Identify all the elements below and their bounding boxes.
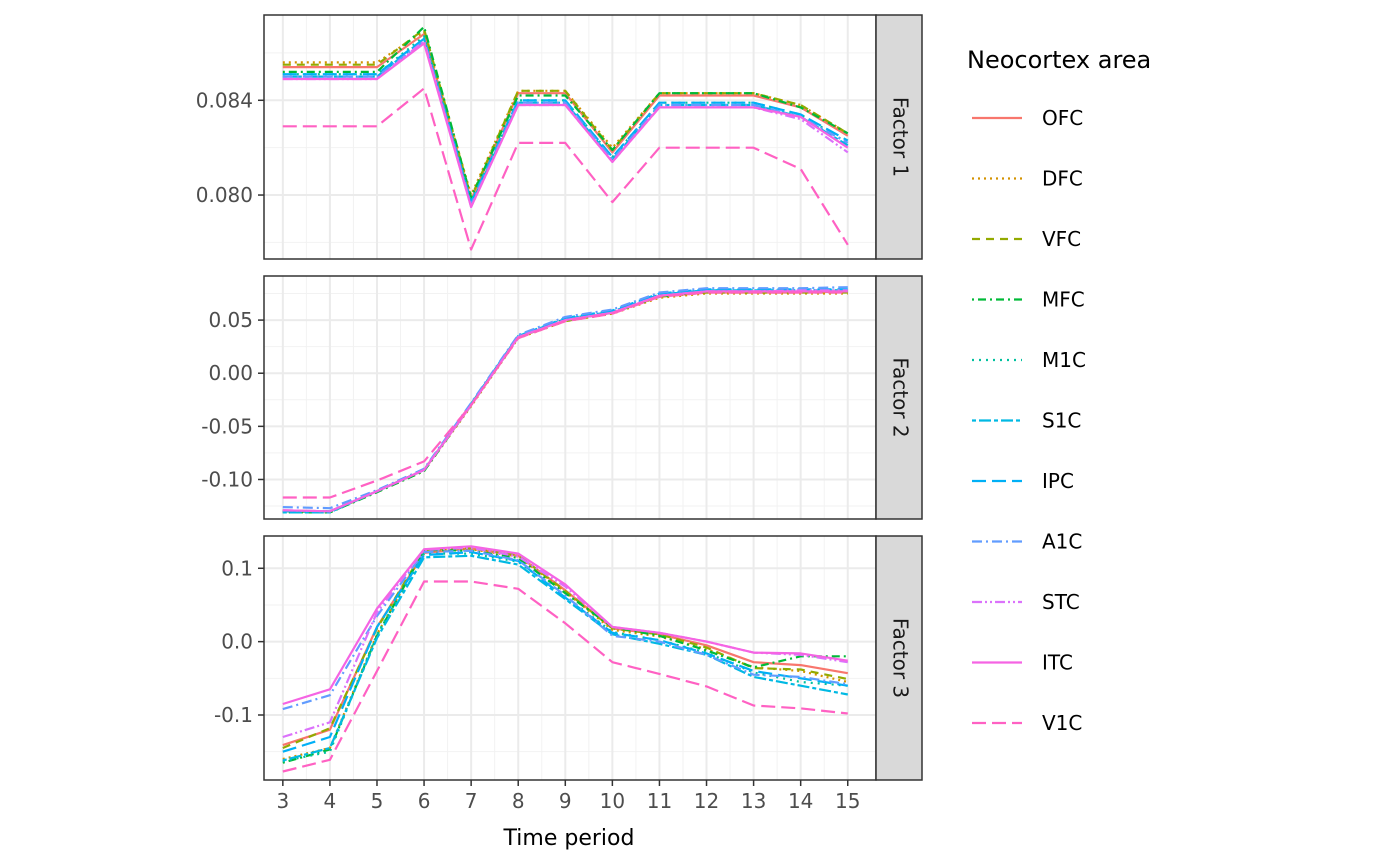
x-tick-label: 11 bbox=[647, 789, 672, 813]
series-line-ofc bbox=[282, 32, 849, 201]
legend-item-s1c: S1C bbox=[972, 409, 1081, 433]
series-line-itc bbox=[282, 545, 848, 706]
facet-panel: -0.10 -0.05 0.00 0.05 Factor 2 bbox=[201, 275, 923, 520]
y-tick-label: 0.05 bbox=[208, 308, 253, 332]
legend-label: S1C bbox=[1042, 409, 1081, 433]
legend-item-ofc: OFC bbox=[972, 106, 1083, 130]
series-line-a1c bbox=[282, 549, 848, 711]
series-line-ipc bbox=[282, 550, 848, 753]
facet-panel: 0.080 0.084 Factor 1 bbox=[196, 14, 923, 260]
facet-strip-label: Factor 1 bbox=[889, 97, 913, 177]
facet-panel: -0.1 0.0 0.1 Factor 3 bbox=[214, 535, 923, 781]
legend-item-v1c: V1C bbox=[972, 711, 1082, 735]
series-line-v1c bbox=[282, 291, 848, 499]
legend-item-ipc: IPC bbox=[972, 469, 1074, 493]
series-line-ipc bbox=[282, 37, 849, 204]
legend-label: OFC bbox=[1042, 106, 1083, 130]
facet-strip-label: Factor 2 bbox=[889, 357, 913, 437]
legend-title: Neocortex area bbox=[967, 46, 1151, 74]
legend-label: V1C bbox=[1042, 711, 1082, 735]
legend-item-stc: STC bbox=[972, 590, 1080, 614]
x-tick-label: 7 bbox=[465, 789, 478, 813]
facet-strip-label: Factor 3 bbox=[889, 618, 913, 698]
series-line-itc bbox=[282, 42, 849, 208]
x-tick-label: 13 bbox=[741, 789, 766, 813]
series-line-vfc bbox=[282, 28, 849, 199]
legend: Neocortex area OFC DFC VFC MFC M1C S1C IPC A1C S… bbox=[967, 46, 1151, 735]
x-tick-label: 6 bbox=[418, 789, 431, 813]
series-line-a1c bbox=[282, 39, 849, 206]
legend-label: ITC bbox=[1042, 651, 1073, 675]
legend-item-a1c: A1C bbox=[972, 530, 1082, 554]
legend-label: STC bbox=[1042, 590, 1080, 614]
facet-strip bbox=[875, 535, 923, 781]
legend-item-mfc: MFC bbox=[972, 288, 1085, 312]
legend-label: MFC bbox=[1042, 288, 1085, 312]
x-axis-title: Time period bbox=[503, 826, 635, 851]
x-tick-label: 8 bbox=[512, 789, 525, 813]
y-tick-label: -0.10 bbox=[201, 467, 253, 491]
y-tick-label: 0.084 bbox=[196, 88, 253, 112]
x-tick-label: 12 bbox=[694, 789, 719, 813]
y-tick-label: -0.1 bbox=[214, 703, 253, 727]
legend-item-vfc: VFC bbox=[972, 227, 1081, 251]
y-tick-label: 0.00 bbox=[208, 361, 253, 385]
facet-panels: 0.080 0.084 Factor 1 -0.10 -0.05 0.00 0.05 Fact… bbox=[196, 14, 923, 781]
series-line-v1c bbox=[282, 580, 848, 773]
legend-label: A1C bbox=[1042, 530, 1082, 554]
x-tick-label: 14 bbox=[788, 789, 813, 813]
facet-strip bbox=[875, 14, 923, 260]
x-tick-label: 4 bbox=[324, 789, 337, 813]
facet-strip bbox=[875, 275, 923, 520]
series-line-mfc bbox=[282, 548, 848, 764]
legend-label: IPC bbox=[1042, 469, 1074, 493]
series-line-v1c bbox=[282, 87, 849, 251]
x-tick-label: 10 bbox=[600, 789, 625, 813]
legend-item-dfc: DFC bbox=[972, 167, 1083, 191]
y-tick-label: -0.05 bbox=[201, 414, 253, 438]
series-line-s1c bbox=[282, 554, 849, 762]
y-tick-label: 0.0 bbox=[221, 630, 253, 654]
legend-items: OFC DFC VFC MFC M1C S1C IPC A1C STC ITC V1C bbox=[972, 106, 1086, 735]
legend-label: M1C bbox=[1042, 348, 1086, 372]
legend-label: VFC bbox=[1042, 227, 1081, 251]
x-tick-label: 15 bbox=[835, 789, 860, 813]
x-tick-label: 3 bbox=[276, 789, 289, 813]
legend-item-m1c: M1C bbox=[972, 348, 1086, 372]
series-line-mfc bbox=[282, 25, 849, 199]
legend-label: DFC bbox=[1042, 167, 1083, 191]
y-tick-label: 0.080 bbox=[196, 183, 253, 207]
x-tick-label: 5 bbox=[371, 789, 384, 813]
legend-item-itc: ITC bbox=[972, 651, 1073, 675]
y-tick-label: 0.1 bbox=[221, 556, 253, 580]
series-line-a1c bbox=[282, 286, 848, 510]
x-axis: 3 4 5 6 7 8 9 10 11 12 13 14 15 bbox=[276, 780, 860, 813]
x-tick-label: 9 bbox=[559, 789, 572, 813]
